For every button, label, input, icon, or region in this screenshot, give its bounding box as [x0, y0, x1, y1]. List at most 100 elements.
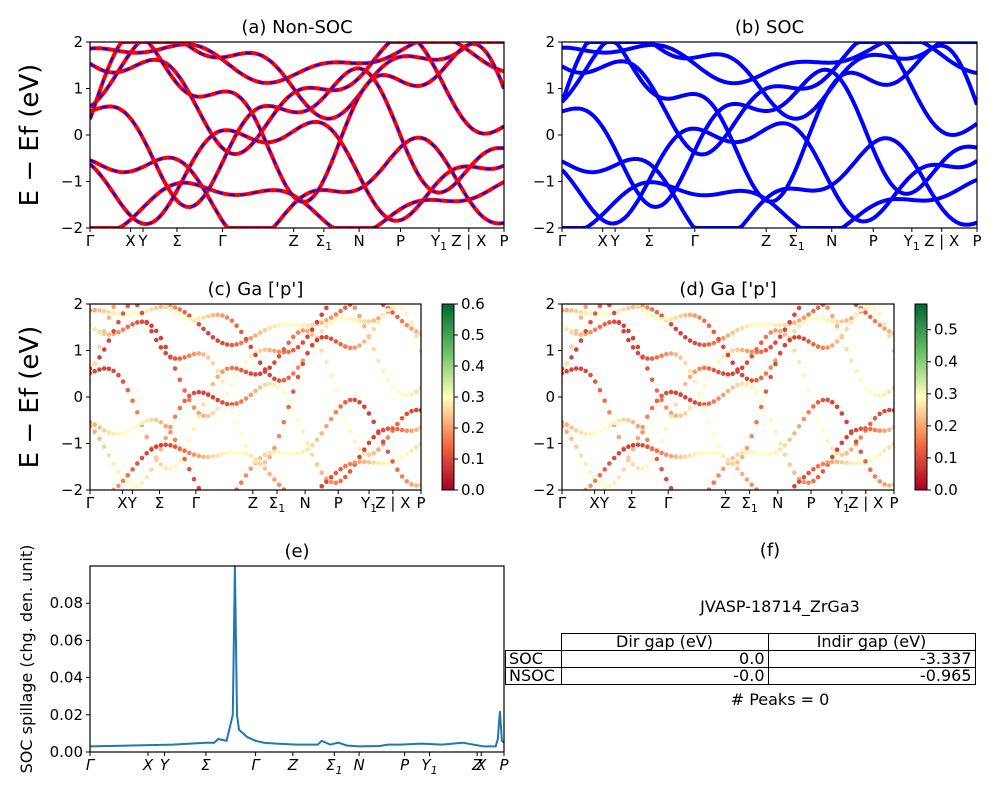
band-point — [253, 372, 258, 377]
band-point — [602, 483, 607, 489]
band-point — [414, 389, 419, 395]
band-point — [286, 375, 291, 381]
band-point — [243, 369, 249, 375]
band-point — [578, 332, 584, 337]
band-point — [262, 327, 268, 333]
band-point — [286, 349, 291, 355]
band-point — [673, 454, 679, 460]
band-point — [352, 317, 358, 323]
band-point — [220, 313, 225, 318]
band-point — [607, 311, 612, 316]
band-point — [187, 438, 192, 444]
peaks-count: # Peaks = 0 — [730, 690, 830, 709]
band-point — [768, 322, 773, 328]
band-point — [116, 372, 121, 378]
band-point — [830, 399, 835, 405]
band-point — [735, 452, 740, 458]
band-point — [366, 411, 372, 416]
band-point — [215, 374, 220, 380]
band-point — [248, 453, 254, 458]
band-point — [257, 461, 263, 467]
band-point — [324, 334, 329, 340]
band-point — [101, 328, 107, 334]
band-point — [187, 450, 192, 456]
band-point — [868, 426, 873, 432]
band-point — [839, 319, 845, 324]
x-tick-label: Z — [761, 232, 771, 250]
band-point — [607, 304, 612, 308]
band-point — [749, 378, 754, 383]
band-point — [621, 467, 626, 472]
band-point — [654, 388, 660, 393]
band-point — [385, 307, 391, 313]
band-point — [371, 318, 377, 323]
y-tick-label: 0.06 — [50, 631, 83, 649]
band-point — [281, 487, 287, 490]
band-point — [205, 392, 211, 398]
band-point — [806, 312, 811, 317]
x-tick-label: P — [396, 232, 405, 250]
band-point — [711, 367, 717, 373]
band-point — [286, 397, 291, 403]
band-point — [177, 446, 183, 452]
band-point — [792, 312, 797, 318]
band-point — [773, 323, 778, 328]
band-point — [229, 383, 235, 388]
band-point — [640, 354, 645, 360]
band-point — [262, 347, 268, 353]
band-point — [754, 390, 759, 396]
band-point — [380, 313, 386, 318]
band-point — [281, 450, 287, 456]
band-point — [649, 377, 655, 383]
band-point — [215, 369, 220, 374]
band-point — [286, 404, 291, 410]
band-point — [210, 381, 216, 387]
band-point — [201, 315, 206, 321]
band-point — [849, 316, 854, 321]
band-point — [224, 451, 230, 456]
band-point — [811, 466, 816, 472]
band-point — [820, 469, 826, 474]
band-point — [399, 416, 405, 421]
band-point — [414, 407, 419, 413]
gap-table: Dir gap (eV) Indir gap (eV) SOC 0.0 -3.3… — [505, 633, 976, 685]
band-point — [611, 310, 617, 316]
band-point — [135, 461, 140, 466]
band-point — [262, 452, 268, 458]
band-point — [868, 457, 873, 463]
band-point — [887, 329, 892, 334]
band-point — [811, 308, 816, 314]
band-point — [92, 369, 97, 374]
band-point — [262, 367, 268, 372]
band-point — [135, 311, 140, 316]
band-point — [645, 444, 650, 450]
band-point — [815, 400, 821, 405]
band-point — [385, 460, 391, 466]
band-point — [844, 318, 849, 323]
panel-title: (c) Ga ['p'] — [208, 279, 304, 300]
band-point — [149, 307, 154, 312]
band-point — [97, 436, 102, 442]
x-tick-label: Σ1 — [316, 232, 332, 253]
band-point — [191, 476, 197, 482]
band-point — [149, 417, 154, 423]
band-point — [111, 461, 116, 467]
band-point — [768, 374, 773, 380]
band-point — [371, 327, 377, 332]
band-point — [820, 304, 826, 307]
band-point — [215, 338, 220, 343]
band-point — [659, 397, 664, 403]
band-point — [849, 358, 854, 364]
band-point — [210, 395, 216, 400]
band-point — [276, 433, 282, 439]
colorbar-bar — [914, 303, 928, 491]
band-point — [678, 454, 683, 460]
band-point — [725, 333, 731, 338]
band-point — [673, 402, 679, 407]
band-point — [578, 338, 584, 343]
band-point — [645, 366, 650, 371]
band-point — [168, 354, 173, 360]
x-tick-label: X — [142, 756, 154, 774]
colorbar-tick-label: 0.6 — [461, 295, 485, 313]
band-point — [295, 451, 301, 457]
